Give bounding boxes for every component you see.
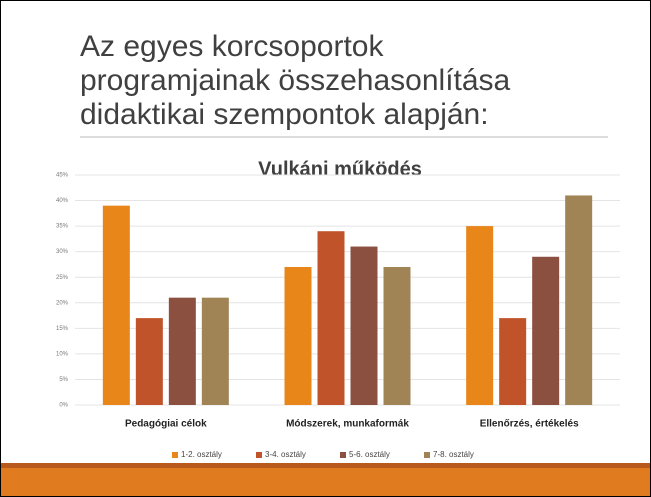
legend-swatch bbox=[256, 452, 262, 458]
legend-label: 5-6. osztály bbox=[349, 450, 390, 459]
bar bbox=[168, 297, 196, 405]
heading-line: Az egyes korcsoportok bbox=[80, 30, 384, 63]
legend-label: 3-4. osztály bbox=[265, 450, 306, 459]
legend-swatch bbox=[172, 452, 178, 458]
legend-swatch bbox=[424, 452, 430, 458]
y-tick-label: 0% bbox=[59, 403, 68, 409]
x-tick-label: Ellenőrzés, értékelés bbox=[480, 419, 579, 430]
bar bbox=[532, 256, 560, 405]
heading-line: programjainak összehasonlítása bbox=[80, 64, 511, 97]
bar bbox=[201, 297, 229, 405]
bar bbox=[466, 226, 494, 405]
y-tick-label: 15% bbox=[56, 326, 69, 332]
y-tick-label: 5% bbox=[59, 377, 68, 383]
y-tick-label: 45% bbox=[56, 173, 69, 179]
x-tick-label: Módszerek, munkaformák bbox=[286, 419, 409, 430]
bar bbox=[499, 318, 527, 405]
y-tick-label: 40% bbox=[56, 198, 69, 204]
y-tick-label: 30% bbox=[56, 249, 69, 255]
y-tick-label: 35% bbox=[56, 224, 69, 230]
bar bbox=[317, 231, 345, 405]
bar bbox=[102, 205, 130, 405]
legend-label: 7-8. osztály bbox=[433, 450, 474, 459]
y-tick-label: 10% bbox=[56, 351, 69, 357]
x-tick-label: Pedagógiai célok bbox=[125, 419, 207, 430]
footer-stripe bbox=[1, 463, 650, 468]
bar bbox=[565, 195, 593, 405]
footer-band bbox=[1, 468, 650, 496]
bar bbox=[135, 318, 163, 405]
bar bbox=[284, 267, 312, 405]
legend-swatch bbox=[340, 452, 346, 458]
y-tick-label: 20% bbox=[56, 300, 69, 306]
y-tick-label: 25% bbox=[56, 275, 69, 281]
chart-title: Vulkáni működés bbox=[258, 158, 422, 180]
bar bbox=[350, 246, 378, 405]
bar bbox=[383, 267, 411, 405]
legend-label: 1-2. osztály bbox=[181, 450, 222, 459]
heading-line: didaktikai szempontok alapján: bbox=[80, 98, 489, 131]
